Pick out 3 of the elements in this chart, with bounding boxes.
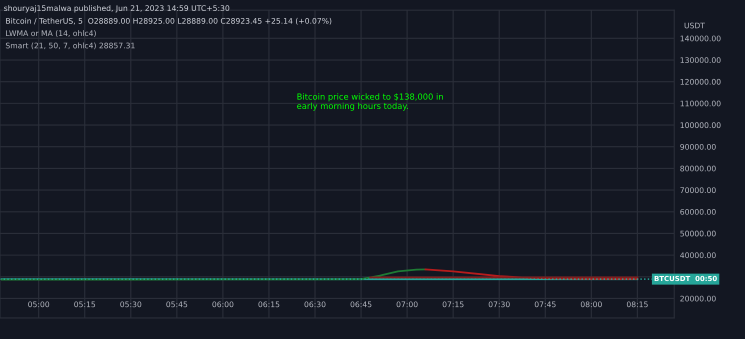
- annotation: Bitcoin price wicked to $138,000 in early morning hours today.: [297, 93, 443, 111]
- line-series: [0, 268, 426, 281]
- line-series: [424, 268, 638, 280]
